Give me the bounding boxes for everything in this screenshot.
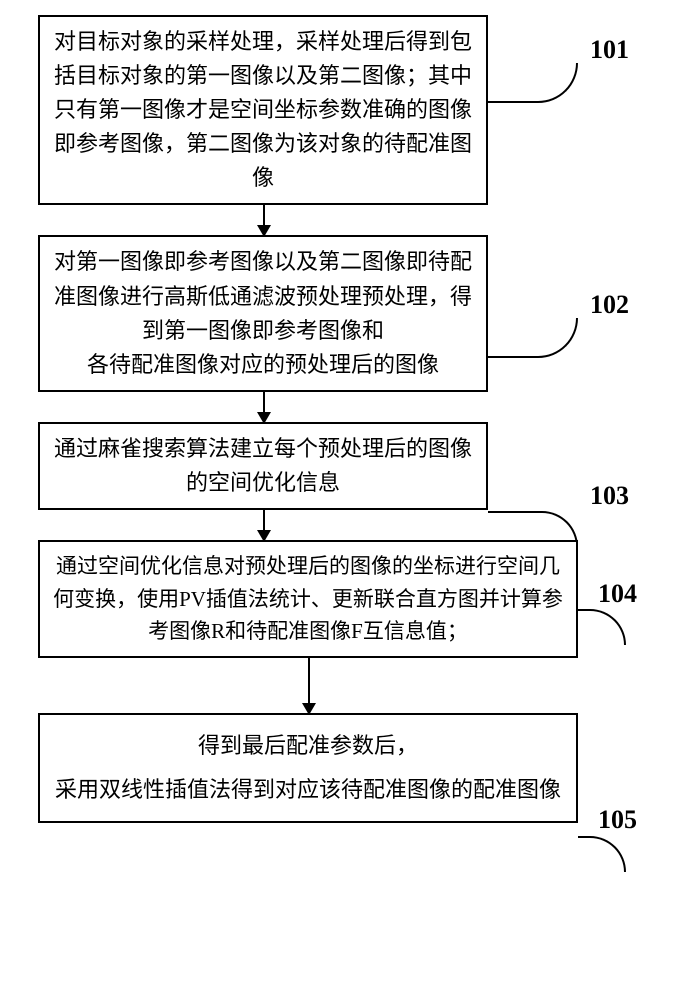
arrow-101-102 (263, 205, 265, 235)
step-label-105: 105 (598, 805, 637, 835)
connector-104 (578, 609, 626, 645)
connector-102 (488, 318, 578, 358)
step-label-104: 104 (598, 579, 637, 609)
step-text: 各待配准图像对应的预处理后的图像 (52, 348, 474, 382)
step-label-101: 101 (590, 35, 629, 65)
step-text: 得到最后配准参数后， (52, 729, 564, 763)
connector-101 (488, 63, 578, 103)
flow-step-105: 得到最后配准参数后， 采用双线性插值法得到对应该待配准图像的配准图像 (38, 713, 578, 823)
flow-step-101: 对目标对象的采样处理，采样处理后得到包括目标对象的第一图像以及第二图像；其中只有… (38, 15, 488, 205)
arrow-104-105 (308, 658, 310, 713)
step-text: 通过麻雀搜索算法建立每个预处理后的图像的空间优化信息 (52, 432, 474, 500)
connector-105 (578, 836, 626, 872)
arrow-102-103 (263, 392, 265, 422)
arrow-103-104 (263, 510, 265, 540)
step-text: 对目标对象的采样处理，采样处理后得到包括目标对象的第一图像以及第二图像；其中只有… (52, 25, 474, 195)
flow-step-103: 通过麻雀搜索算法建立每个预处理后的图像的空间优化信息 (38, 422, 488, 510)
step-text: 采用双线性插值法得到对应该待配准图像的配准图像 (52, 773, 564, 807)
step-label-102: 102 (590, 290, 629, 320)
step-text: 通过空间优化信息对预处理后的图像的坐标进行空间几何变换，使用PV插值法统计、更新… (52, 550, 564, 648)
step-label-103: 103 (590, 481, 629, 511)
flow-step-104: 通过空间优化信息对预处理后的图像的坐标进行空间几何变换，使用PV插值法统计、更新… (38, 540, 578, 658)
flow-step-102: 对第一图像即参考图像以及第二图像即待配准图像进行高斯低通滤波预处理预处理，得到第… (38, 235, 488, 391)
flowchart-container: 对目标对象的采样处理，采样处理后得到包括目标对象的第一图像以及第二图像；其中只有… (38, 15, 648, 823)
step-text: 对第一图像即参考图像以及第二图像即待配准图像进行高斯低通滤波预处理预处理，得到第… (52, 245, 474, 347)
